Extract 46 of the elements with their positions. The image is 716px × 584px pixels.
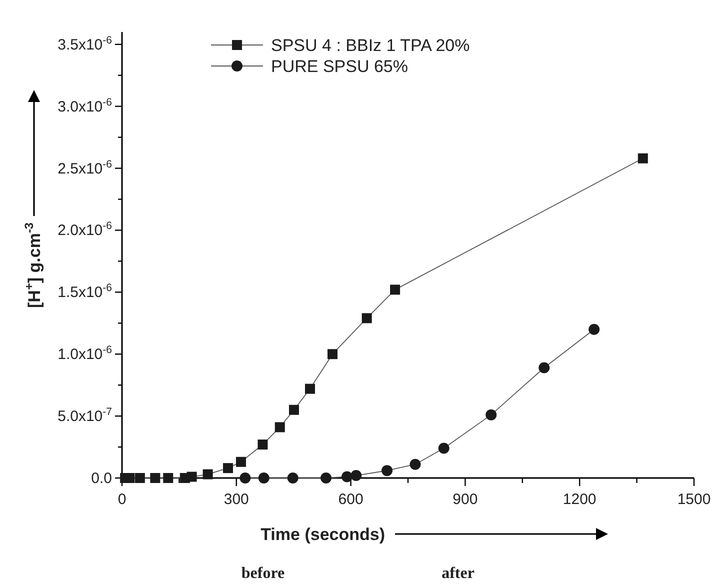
point — [304, 384, 315, 394]
point — [236, 456, 246, 467]
x-axis-title: Time (seconds) — [260, 525, 385, 544]
legend-label: PURE SPSU 65% — [271, 57, 408, 76]
y-tick-label: 5.0x10$^{-7}$ — [58, 406, 112, 426]
point — [240, 472, 251, 484]
x-tick-label: 300 — [224, 491, 249, 508]
point — [287, 472, 298, 484]
y-tick-label: 2.5x10$^{-6}$ — [58, 158, 112, 178]
point — [258, 440, 268, 450]
text: after — [442, 565, 474, 582]
point — [382, 465, 393, 476]
point — [288, 404, 299, 415]
point — [223, 463, 234, 474]
y-tick-label: 3.0x10$^{-6}$ — [58, 96, 112, 116]
x-tick-label: 600 — [338, 491, 364, 508]
x-tick-label: 1500 — [677, 491, 711, 508]
x-tick-label: 900 — [452, 491, 478, 508]
legend-label: SPSU 4 : BBIz 1 TPA 20% — [271, 36, 470, 55]
point — [150, 473, 160, 483]
text: before — [241, 565, 285, 582]
y-tick-label: 1.5x10$^{-6}$ — [58, 282, 112, 302]
point — [486, 409, 497, 420]
point — [274, 422, 285, 432]
point — [350, 470, 362, 482]
point — [438, 442, 450, 454]
point — [258, 472, 270, 484]
point — [390, 284, 400, 295]
point — [186, 472, 197, 482]
point — [588, 324, 600, 335]
point — [410, 458, 421, 470]
x-tick-label: 1200 — [562, 491, 596, 508]
point — [134, 473, 145, 483]
point — [638, 153, 648, 164]
y-tick-label: 2.0x10$^{-6}$ — [58, 220, 112, 240]
point — [362, 313, 372, 324]
y-tick-label: 1.0x10$^{-6}$ — [58, 344, 112, 364]
point — [202, 469, 213, 480]
x-tick-label: 0 — [118, 491, 126, 508]
y-tick-label: 3.5x10$^{-6}$ — [58, 34, 112, 54]
point — [341, 471, 352, 482]
y-tick-label: 0.0 — [91, 470, 112, 487]
point — [538, 362, 550, 374]
point — [163, 473, 174, 483]
point — [327, 349, 338, 360]
point — [320, 472, 332, 484]
